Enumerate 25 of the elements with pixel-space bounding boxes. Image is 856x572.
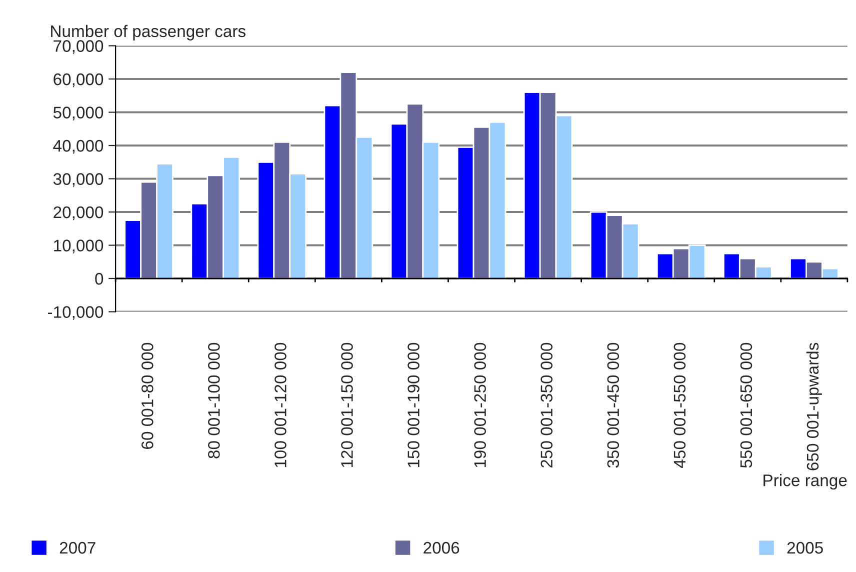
y-tick-label: 50,000: [53, 106, 104, 120]
x-tick-label: 550 001-650 000: [740, 342, 752, 468]
x-tick-label: 120 001-150 000: [341, 342, 353, 468]
legend-label: 2006: [424, 542, 460, 554]
x-tick-label: 80 001-100 000: [208, 342, 220, 458]
y-tick-label: 70,000: [54, 40, 104, 54]
x-axis-title: Price range: [764, 474, 847, 490]
legend-label: 2005: [787, 542, 823, 554]
x-tick-label: 250 001-350 000: [540, 342, 553, 468]
y-tick-label: 0: [95, 272, 104, 285]
x-tick-label: 190 001-250 000: [474, 342, 486, 468]
x-tick-label: 350 001-450 000: [607, 342, 620, 468]
y-tick-label: -10,000: [48, 306, 104, 320]
x-tick-label: 100 001-120 000: [274, 342, 286, 468]
x-tick-label: 650 001-upwards: [806, 342, 822, 470]
y-tick-label: 20,000: [54, 206, 104, 220]
y-tick-label: 60,000: [54, 73, 104, 88]
y-axis-title: Number of passenger cars: [51, 24, 246, 40]
y-tick-label: 40,000: [53, 140, 104, 154]
y-tick-label: 30,000: [53, 173, 104, 187]
y-tick-label: 10,000: [54, 240, 104, 254]
x-tick-label: 60 001-80 000: [142, 342, 154, 449]
x-tick-label: 450 001-550 000: [674, 342, 686, 468]
x-tick-label: 150 001-190 000: [408, 342, 420, 468]
legend-label: 2007: [60, 542, 96, 554]
